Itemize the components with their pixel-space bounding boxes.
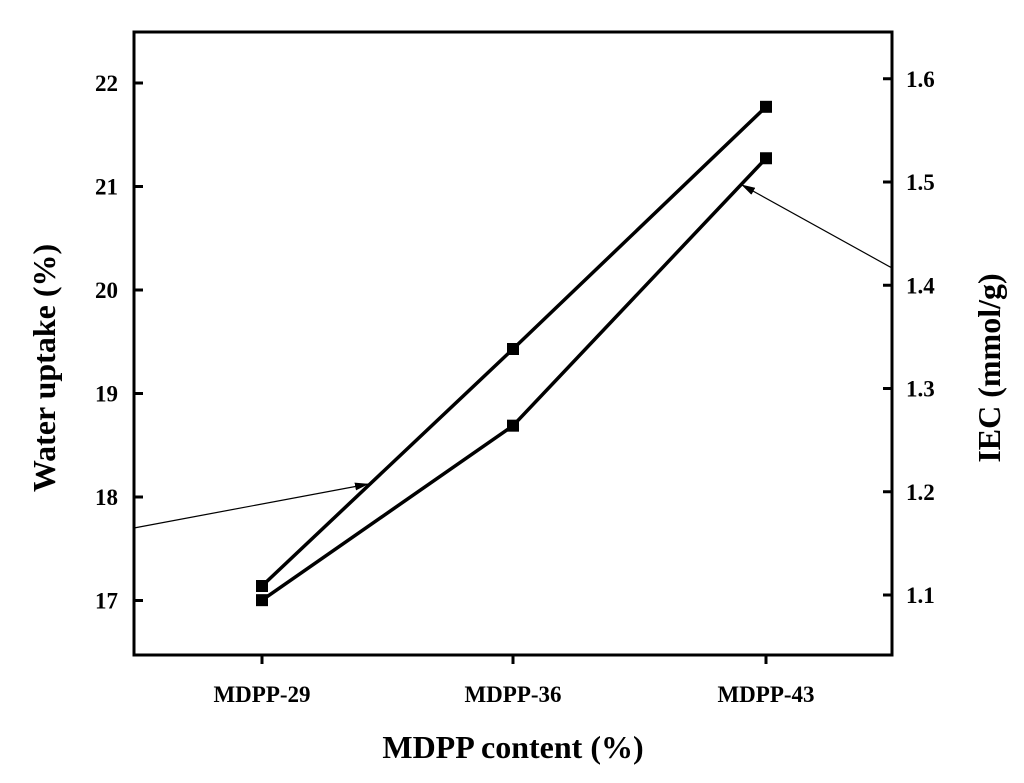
y-right-tick-label: 1.6 <box>906 67 935 92</box>
y-axis-right-title: IEC (mmol/g) <box>971 273 1007 462</box>
x-tick-label: MDPP-36 <box>464 682 561 707</box>
series-layer <box>256 100 772 607</box>
annotation-arrows <box>133 184 893 529</box>
y-right-tick-label: 1.1 <box>906 583 935 608</box>
left-axis-ticks: 17 18 19 20 21 22 <box>95 71 143 614</box>
x-tick-label: MDPP-43 <box>717 682 814 707</box>
y-left-tick-label: 18 <box>95 485 118 510</box>
water-uptake-point <box>507 342 519 355</box>
iec-point <box>256 594 268 607</box>
y-axis-left-title: Water uptake (%) <box>26 244 62 492</box>
y-right-tick-label: 1.3 <box>906 377 935 402</box>
water-uptake-arrow <box>133 482 369 529</box>
y-left-tick-label: 22 <box>95 71 118 96</box>
y-left-tick-label: 21 <box>95 175 118 200</box>
y-right-tick-label: 1.2 <box>906 480 935 505</box>
y-left-tick-label: 17 <box>95 589 118 614</box>
water-uptake-point <box>256 580 268 593</box>
x-axis-ticks: MDPP-29 MDPP-36 MDPP-43 <box>213 655 815 707</box>
iec-arrow <box>741 184 893 269</box>
y-right-tick-label: 1.4 <box>906 273 935 298</box>
y-right-tick-label: 1.5 <box>906 170 935 195</box>
iec-point <box>507 419 519 432</box>
x-axis-title: MDPP content (%) <box>382 729 643 765</box>
iec-point <box>760 152 772 165</box>
iec-series-line <box>261 157 768 602</box>
y-left-tick-label: 19 <box>95 382 118 407</box>
y-left-tick-label: 20 <box>95 278 118 303</box>
x-tick-label: MDPP-29 <box>213 682 310 707</box>
right-axis-ticks: 1.1 1.2 1.3 1.4 1.5 1.6 <box>883 67 935 608</box>
water-uptake-point <box>760 100 772 113</box>
